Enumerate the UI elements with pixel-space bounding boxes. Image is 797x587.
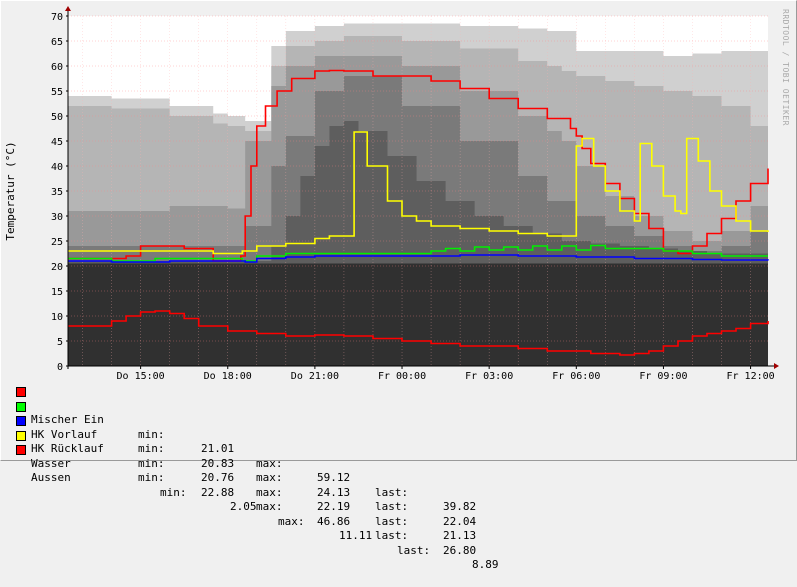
y-tick-labels: 0 5 10 15 20 25 30 35 40 45 50 55 60 65 70 [51,12,68,373]
legend-last-label: last: [375,500,409,513]
y-tick-label: 25 [51,237,63,248]
x-axis-arrow [774,363,779,369]
legend-last-value: 26.80 [443,543,477,557]
legend-row-wasser: Wasser min: 22.88 max: 46.86 last: 26.80 [16,428,476,557]
legend-row-mischer-ein: Mischer Ein min: 21.01 max: 59.12 last: … [16,384,476,513]
legend-min-value: 2.05 [230,500,257,513]
legend-last-label: last: [397,543,431,557]
x-tick-label: Fr 09:00 [639,371,687,382]
legend-series-name: Aussen [31,471,71,484]
legend-max-value: 59.12 [317,471,351,484]
legend-max-value: 24.13 [317,485,351,499]
y-tick-label: 70 [51,12,63,23]
legend-max-label: max: [278,514,305,528]
legend-min-value: 20.76 [201,471,235,484]
legend-row-aussen: Aussen min: 2.05 max: 11.11 last: 8.89 [16,442,499,571]
legend-row-hk-vorlauf: HK Vorlauf min: 20.83 max: 24.13 last: 2… [16,399,476,528]
x-tick-label: Fr 00:00 [378,371,426,382]
legend-swatch [16,387,26,397]
legend-min-label: min: [138,471,165,484]
min-max-bands [68,23,768,366]
legend-last-value: 22.04 [443,514,477,528]
legend-min-value: 22.88 [201,485,235,499]
y-tick-label: 15 [51,287,63,298]
y-tick-label: 45 [51,137,63,148]
legend-last-value: 39.82 [443,500,477,513]
series-line-wasser [68,131,769,255]
x-tick-label: Fr 06:00 [552,371,600,382]
y-tick-label: 10 [51,312,63,323]
y-tick-label: 30 [51,212,63,223]
x-tick-label: Do 15:00 [117,371,165,382]
rrd-graph-frame: 0 5 10 15 20 25 30 35 40 45 50 55 60 65 70 Do 15:00 Do 1… [0,0,797,571]
legend-min-label: min: [138,442,165,455]
legend-max-label: max: [256,471,283,484]
x-tick-label: Do 21:00 [291,371,339,382]
x-tick-labels: Do 15:00 Do 18:00 Do 21:00 Fr 00:00 Fr 03:00… [117,366,775,382]
legend-max-value: 11.11 [339,529,373,542]
rrdtool-watermark: RRDTOOL / TOBI OETIKER [781,9,790,126]
legend-max-label: max: [256,456,283,470]
legend-min-value: 21.01 [201,442,235,455]
x-tick-label: Fr 12:00 [726,371,774,382]
legend-min-label: min: [160,485,187,499]
axes [65,6,779,369]
x-tick-label: Do 18:00 [204,371,252,382]
band-area-5 [68,263,768,366]
legend-series-name: Mischer Ein [31,413,104,426]
legend-swatch [16,445,26,455]
y-axis-arrow [65,6,71,11]
y-tick-label: 50 [51,112,63,123]
legend-min-label: min: [138,456,165,470]
y-tick-label: 55 [51,87,63,98]
legend-swatch [16,430,26,441]
legend-series-name: HK Vorlauf [31,427,98,441]
legend-min-label: min: [138,427,165,441]
legend-max-value: 46.86 [317,514,351,528]
legend-swatch [16,416,26,426]
legend-last-value: 8.89 [472,558,499,571]
legend-max-value: 22.19 [317,500,351,513]
y-tick-label: 20 [51,262,63,273]
legend-series-name: HK Rücklauf [31,442,104,455]
x-tick-label: Fr 03:00 [465,371,513,382]
series-line-hk-r-cklauf [68,254,769,263]
legend-last-label: last: [375,514,409,528]
y-tick-label: 65 [51,37,63,48]
legend-last-label: last: [375,485,409,499]
series-lines [68,69,769,356]
y-tick-label: 0 [57,362,63,373]
legend: Mischer Ein min: 21.01 max: 59.12 last: … [16,384,499,571]
legend-max-label: max: [256,485,283,499]
legend-max-label: max: [256,500,283,513]
y-tick-label: 60 [51,62,63,73]
series-line-aussen [68,310,769,356]
legend-min-value: 20.83 [201,456,235,470]
y-tick-label: 35 [51,187,63,198]
legend-swatch [16,401,26,412]
y-tick-label: 40 [51,162,63,173]
y-tick-label: 5 [57,337,63,348]
legend-last-label: last: [375,529,409,542]
y-axis-label: Temperatur (°C) [4,141,17,240]
legend-last-value: 21.13 [443,529,477,542]
legend-row-hk-ruecklauf: HK Rücklauf min: 20.76 max: 22.19 last: … [16,413,476,542]
